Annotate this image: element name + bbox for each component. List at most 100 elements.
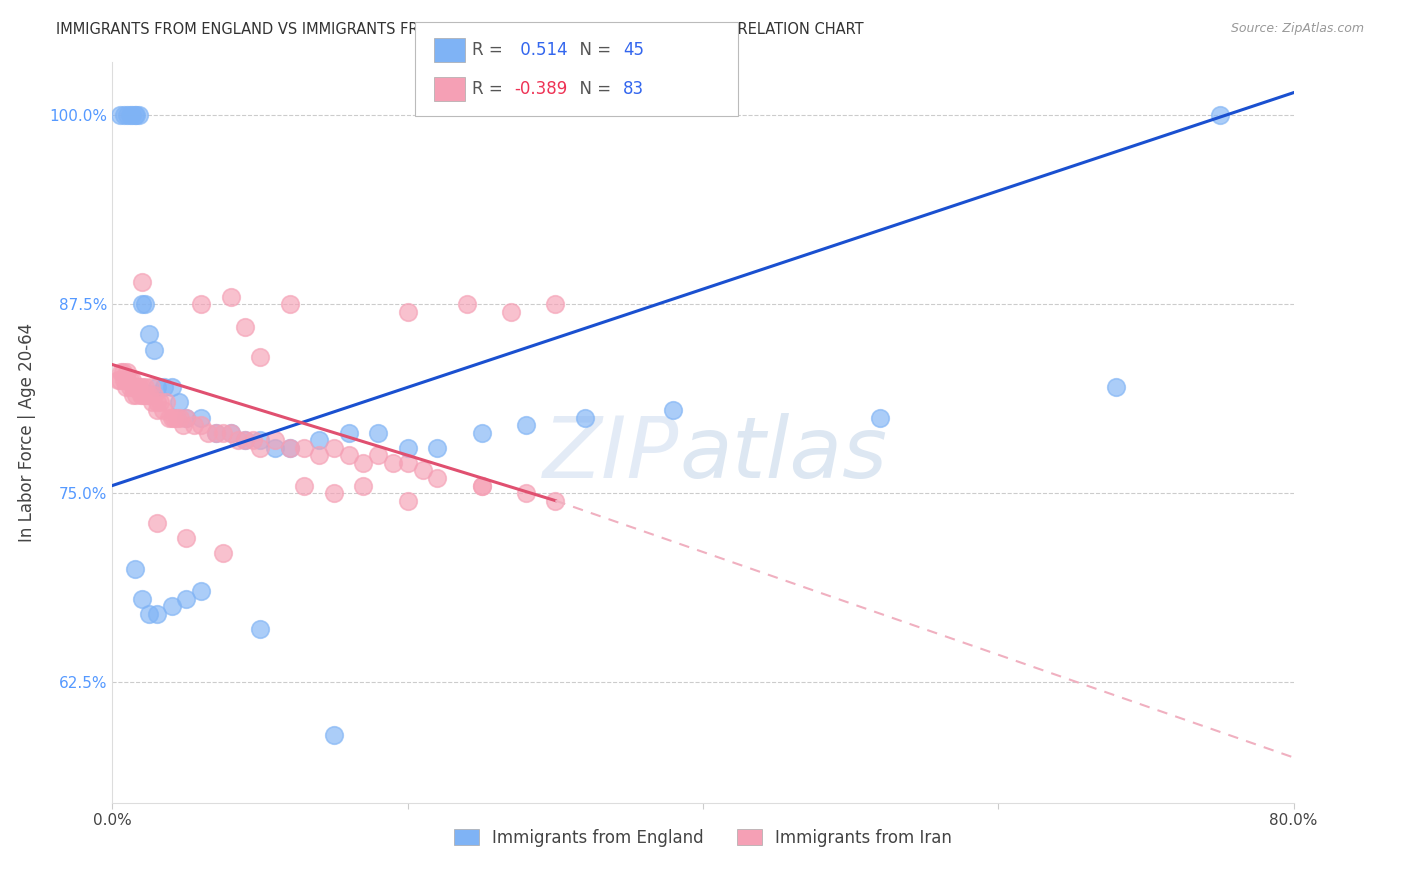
Point bbox=[108, 108, 131, 122]
Point bbox=[131, 297, 153, 311]
Point bbox=[292, 478, 315, 492]
Text: -0.389: -0.389 bbox=[515, 80, 568, 98]
Point bbox=[205, 425, 228, 440]
Point bbox=[124, 561, 146, 575]
Point bbox=[112, 108, 135, 122]
Point bbox=[249, 433, 271, 447]
Point bbox=[174, 532, 197, 546]
Point bbox=[574, 410, 596, 425]
Point bbox=[233, 319, 256, 334]
Point bbox=[278, 441, 301, 455]
Point bbox=[131, 380, 153, 394]
Point bbox=[149, 395, 172, 409]
Point bbox=[278, 441, 301, 455]
Point bbox=[146, 516, 169, 531]
Point bbox=[219, 425, 242, 440]
Legend: Immigrants from England, Immigrants from Iran: Immigrants from England, Immigrants from… bbox=[447, 822, 959, 854]
Point bbox=[411, 463, 433, 477]
Point bbox=[120, 373, 142, 387]
Point bbox=[121, 373, 143, 387]
Point bbox=[122, 388, 145, 402]
Point bbox=[183, 418, 205, 433]
Point bbox=[396, 304, 419, 318]
Point bbox=[160, 380, 183, 394]
Point bbox=[515, 486, 537, 500]
Point bbox=[141, 395, 163, 409]
Point bbox=[323, 486, 346, 500]
Point bbox=[146, 380, 169, 394]
Point bbox=[139, 380, 162, 394]
Point bbox=[160, 599, 183, 614]
Point bbox=[128, 108, 150, 122]
Point bbox=[352, 456, 374, 470]
Point bbox=[129, 388, 152, 402]
Point bbox=[190, 410, 212, 425]
Point bbox=[152, 403, 174, 417]
Point bbox=[122, 380, 145, 394]
Point bbox=[131, 591, 153, 606]
Point bbox=[166, 410, 188, 425]
Point bbox=[197, 425, 219, 440]
Y-axis label: In Labor Force | Age 20-64: In Labor Force | Age 20-64 bbox=[18, 323, 35, 542]
Point bbox=[470, 478, 494, 492]
Point bbox=[128, 380, 150, 394]
Point bbox=[662, 403, 685, 417]
Point bbox=[127, 380, 149, 394]
Point bbox=[308, 448, 330, 462]
Text: N =: N = bbox=[569, 80, 617, 98]
Point bbox=[396, 456, 419, 470]
Point bbox=[396, 493, 419, 508]
Point bbox=[121, 108, 143, 122]
Point bbox=[367, 425, 389, 440]
Point bbox=[146, 395, 169, 409]
Point bbox=[264, 441, 287, 455]
Point bbox=[367, 448, 389, 462]
Point bbox=[456, 297, 478, 311]
Text: 0.514: 0.514 bbox=[515, 42, 567, 60]
Point bbox=[337, 425, 360, 440]
Point bbox=[226, 433, 249, 447]
Point bbox=[292, 441, 315, 455]
Point bbox=[114, 380, 136, 394]
Point bbox=[125, 388, 148, 402]
Text: Source: ZipAtlas.com: Source: ZipAtlas.com bbox=[1230, 22, 1364, 36]
Point bbox=[112, 373, 135, 387]
Point bbox=[1208, 108, 1232, 122]
Point bbox=[396, 441, 419, 455]
Point bbox=[138, 327, 160, 342]
Point bbox=[219, 425, 242, 440]
Point bbox=[426, 471, 449, 485]
Point bbox=[219, 290, 242, 304]
Text: N =: N = bbox=[569, 42, 617, 60]
Point bbox=[249, 622, 271, 636]
Text: ZIP: ZIP bbox=[543, 413, 679, 496]
Point bbox=[544, 493, 567, 508]
Point bbox=[264, 433, 287, 447]
Point bbox=[544, 297, 567, 311]
Point bbox=[153, 380, 176, 394]
Point bbox=[120, 108, 142, 122]
Point bbox=[134, 297, 156, 311]
Point bbox=[134, 388, 156, 402]
Point bbox=[157, 410, 180, 425]
Point bbox=[352, 478, 374, 492]
Point bbox=[174, 410, 197, 425]
Point bbox=[124, 380, 146, 394]
Point bbox=[142, 388, 165, 402]
Point bbox=[212, 547, 235, 561]
Point bbox=[135, 388, 157, 402]
Point bbox=[169, 410, 191, 425]
Point bbox=[160, 410, 183, 425]
Point bbox=[172, 418, 194, 433]
Point bbox=[131, 275, 153, 289]
Point bbox=[120, 380, 142, 394]
Point bbox=[205, 425, 228, 440]
Point bbox=[142, 343, 165, 357]
Point bbox=[117, 365, 138, 379]
Point bbox=[174, 410, 197, 425]
Point bbox=[117, 373, 138, 387]
Point bbox=[190, 297, 212, 311]
Point bbox=[134, 380, 156, 394]
Point bbox=[117, 108, 138, 122]
Point bbox=[515, 418, 537, 433]
